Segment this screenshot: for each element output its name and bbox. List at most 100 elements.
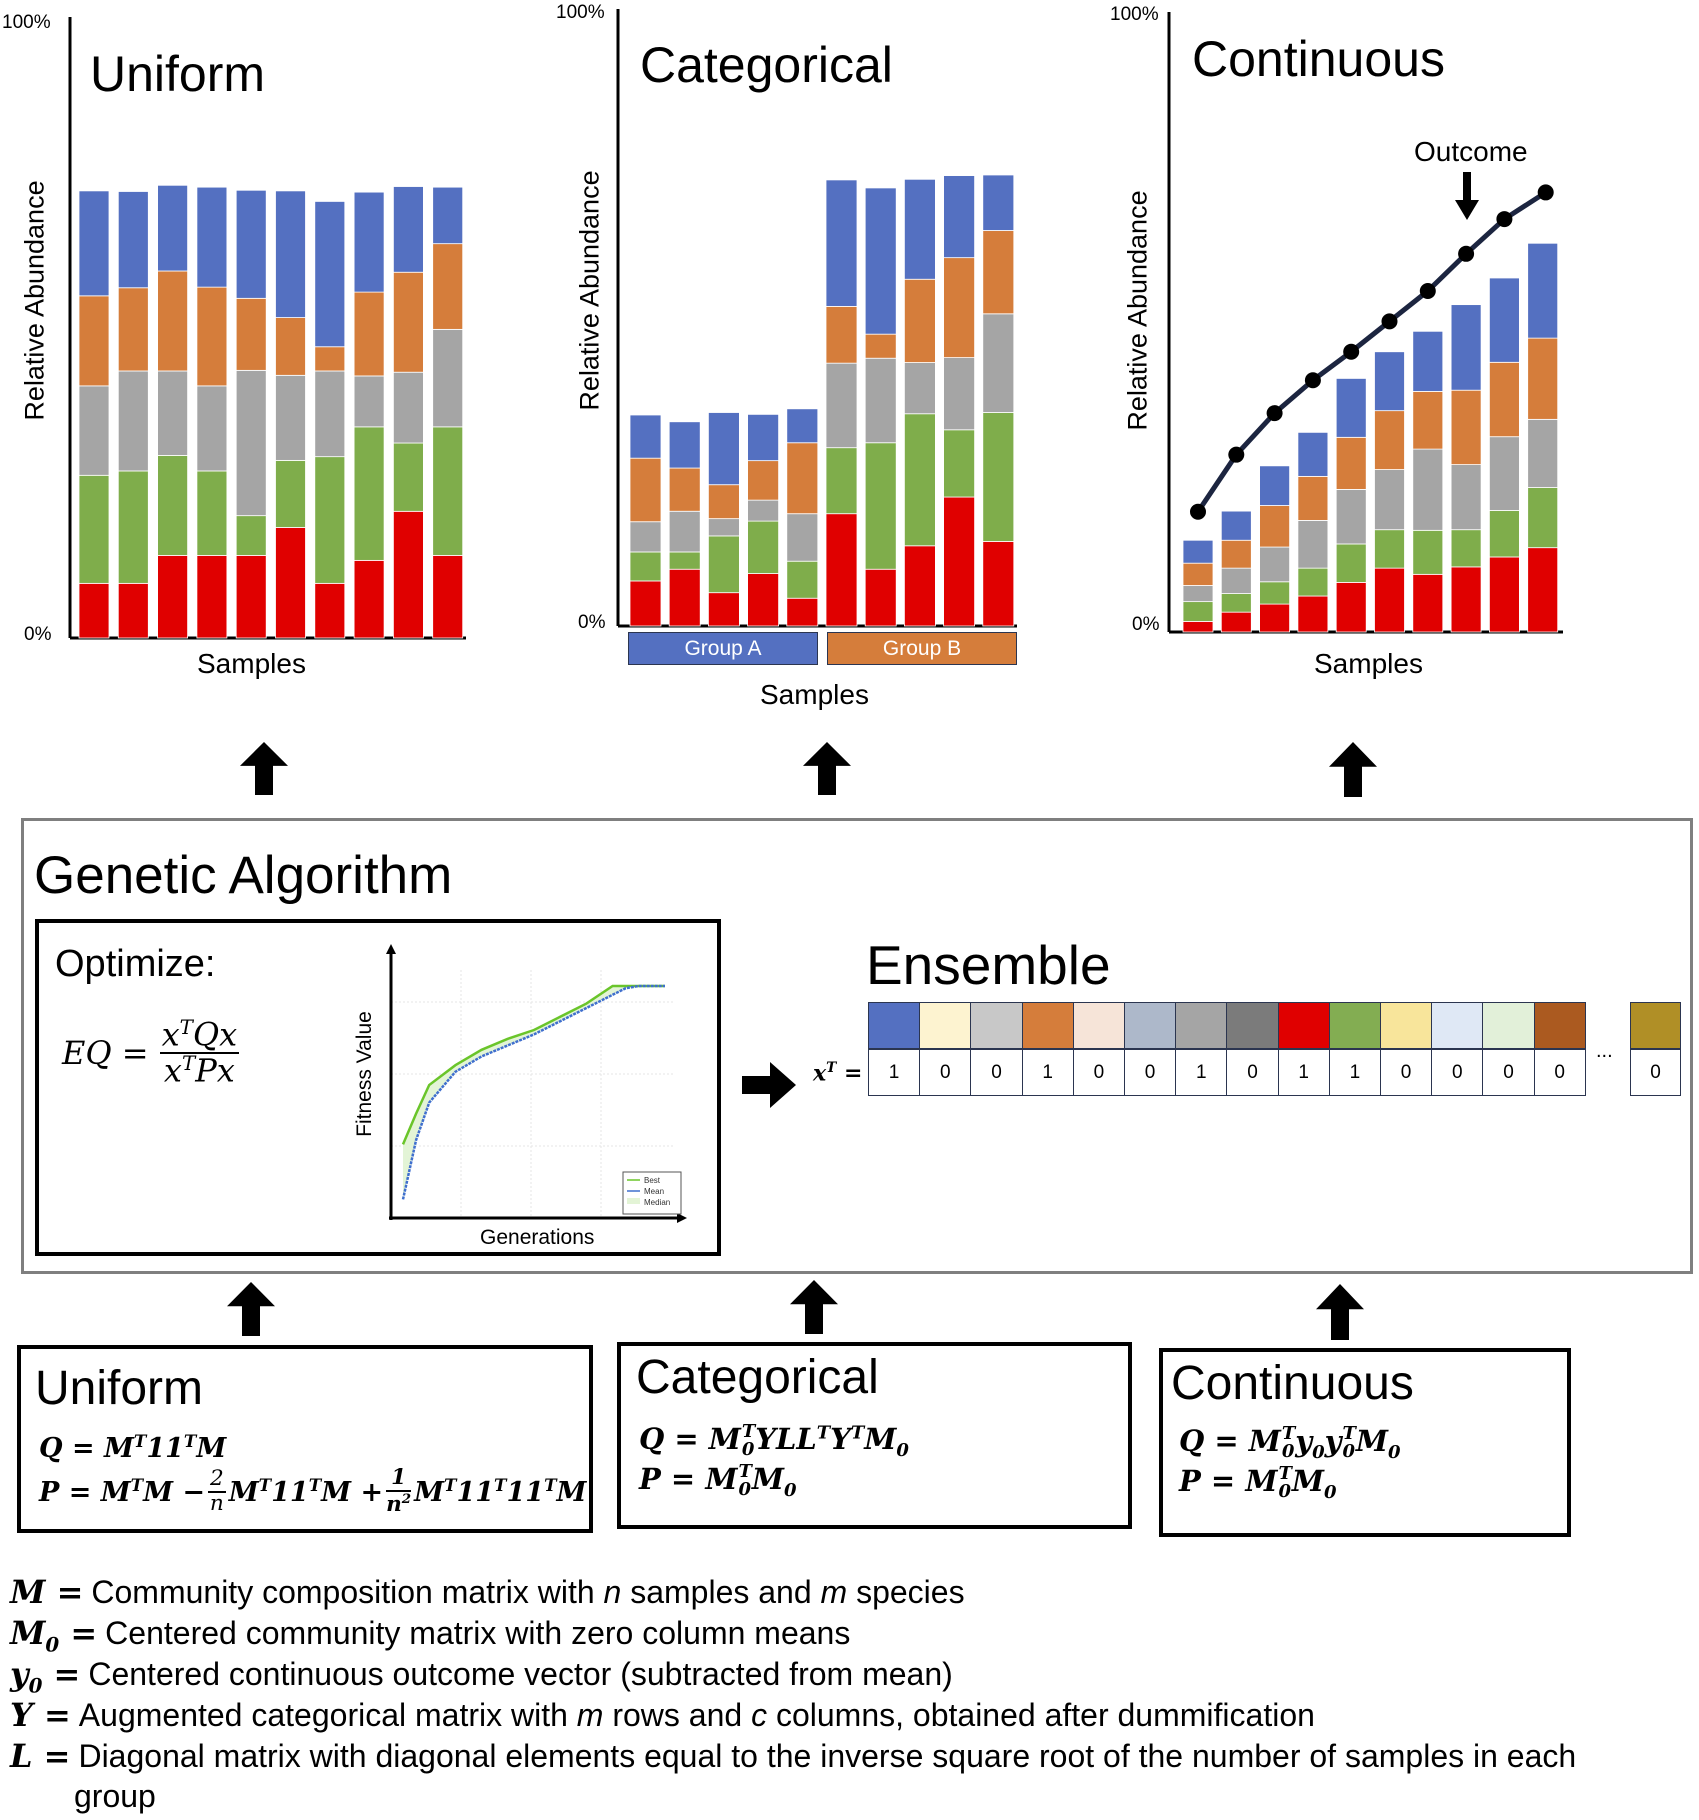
- bar-segment-gray: [904, 362, 936, 415]
- bar-segment-blue: [235, 189, 267, 299]
- bar-segment-orange: [432, 243, 464, 330]
- box-title: Continuous: [1171, 1357, 1414, 1410]
- bar-segment-red: [235, 555, 267, 639]
- species-selection-cell: 1: [868, 1049, 921, 1096]
- species-selection-cell: 0: [1072, 1049, 1125, 1096]
- q-formula: Q = M T 0 y0y T 0 M0: [1179, 1423, 1401, 1463]
- bar-segment-blue: [1374, 351, 1405, 412]
- bar-segment-blue: [629, 414, 662, 459]
- bar-segment-gray: [982, 313, 1015, 413]
- bar-segment-red: [117, 582, 149, 639]
- chart-title-continuous: Continuous: [1192, 31, 1445, 87]
- outcome-point: [1343, 343, 1360, 360]
- bar-segment-red: [392, 510, 424, 639]
- outcome-curve: [1195, 190, 1548, 514]
- bar-segment-blue: [1412, 330, 1444, 392]
- fitness-y-label: Fitness Value: [353, 1011, 376, 1137]
- species-color-cell: [1072, 1002, 1125, 1049]
- objective-equation: EQ = xTQx xTPx: [62, 1015, 240, 1090]
- definition-row: M0 = Centered community matrix with zero …: [10, 1614, 850, 1656]
- species-color-cell: [970, 1002, 1023, 1049]
- bar-segment-blue: [353, 191, 385, 293]
- bar-segment-orange: [275, 317, 306, 376]
- bar-segment-orange: [157, 270, 189, 372]
- bar-segment-red: [1489, 556, 1520, 633]
- bar-segment-blue: [1489, 277, 1520, 363]
- species-selection-cell: 0: [1124, 1049, 1177, 1096]
- species-color-cell: [868, 1002, 921, 1049]
- bar-segment-gray: [786, 513, 819, 562]
- bar-segment-green: [1450, 529, 1482, 568]
- bar-segment-blue: [275, 190, 306, 318]
- species-selection-cell: 1: [1277, 1049, 1330, 1096]
- bar-segment-green: [275, 459, 306, 528]
- bar-segment-green: [353, 426, 385, 561]
- bar-segment-blue: [117, 191, 149, 289]
- bar-segment-gray: [196, 385, 228, 472]
- species-selection-cell: 0: [1533, 1049, 1586, 1096]
- x-axis-label: Samples: [760, 679, 869, 710]
- bar-segment-gray: [629, 521, 662, 553]
- bar-segment-gray: [432, 328, 464, 428]
- fitness-x-label: Generations: [480, 1226, 595, 1249]
- bar-segment-blue: [1220, 510, 1252, 541]
- bar-segment-red: [275, 527, 306, 639]
- chart-title-uniform: Uniform: [90, 46, 266, 102]
- legend-label: Mean: [644, 1187, 664, 1196]
- bar-segment-orange: [1220, 539, 1252, 569]
- species-selection-cell: 1: [1021, 1049, 1074, 1096]
- bar-segment-red: [864, 568, 897, 627]
- bar-segment-red: [1412, 573, 1444, 633]
- fitness-chart: Best Mean Median: [386, 944, 687, 1223]
- bar-segment-red: [1450, 566, 1482, 633]
- bar-segment-blue: [904, 178, 936, 280]
- bar-segment-red: [982, 541, 1015, 627]
- bar-segment-orange: [1527, 337, 1559, 420]
- x-axis-label: Samples: [1314, 648, 1423, 679]
- bar-segment-blue: [432, 186, 464, 245]
- bar-segment-blue: [78, 190, 110, 297]
- bar-segment-green: [235, 515, 267, 556]
- definition-symbol: M0 =: [10, 1614, 98, 1657]
- definition-row: L = Diagonal matrix with diagonal element…: [10, 1737, 1576, 1775]
- p-formula: P = M T 0 M0: [1179, 1463, 1337, 1503]
- outcome-point: [1381, 313, 1398, 330]
- categorical-formula-box: Categorical Q = M T 0 YLLTYTM0 P = M T 0 M0: [617, 1342, 1132, 1529]
- bar-segment-red: [747, 573, 779, 627]
- y-max-label: 100%: [556, 2, 605, 23]
- bar-segment-gray: [78, 385, 110, 476]
- species-selection-cell: 0: [1630, 1049, 1681, 1096]
- outcome-point: [1537, 184, 1554, 201]
- bar-segment-orange: [1450, 389, 1482, 466]
- bar-segment-orange: [1412, 391, 1444, 450]
- species-color-cell: [1431, 1002, 1484, 1049]
- bar-segment-blue: [392, 186, 424, 273]
- p-formula: P = M T 0 M0: [639, 1461, 797, 1501]
- species-selection-cell: 0: [919, 1049, 972, 1096]
- bar-segment-gray: [235, 369, 267, 517]
- bar-segment-gray: [1297, 520, 1329, 569]
- legend-label: Median: [644, 1198, 670, 1207]
- definition-symbol: M =: [10, 1573, 84, 1611]
- bar-segment-green: [1527, 487, 1559, 549]
- legend-swatch: [627, 1198, 640, 1204]
- bar-segment-orange: [747, 460, 779, 501]
- bar-segment-gray: [157, 370, 189, 456]
- group-a-label: Group A: [628, 632, 818, 665]
- outcome-point: [1458, 245, 1475, 262]
- continuous-formula-box: Continuous Q = M T 0 y0y T 0 M0 P = M T 0 M0: [1159, 1348, 1571, 1537]
- bar-segment-blue: [982, 174, 1015, 231]
- outcome-point: [1304, 372, 1321, 389]
- bar-segment-red: [825, 513, 858, 627]
- bar-segment-blue: [1450, 304, 1482, 391]
- bar-segment-blue: [708, 412, 740, 486]
- bar-segment-blue: [1527, 242, 1559, 339]
- species-color-cell: [919, 1002, 972, 1049]
- bar-segment-green: [904, 413, 936, 547]
- genetic-algorithm-panel: [21, 818, 1693, 1274]
- bar-segment-orange: [629, 457, 662, 523]
- bar-segment-green: [708, 535, 740, 594]
- outcome-point: [1419, 283, 1436, 299]
- up-arrow-icon: [240, 742, 288, 795]
- definition-row: group: [74, 1778, 156, 1815]
